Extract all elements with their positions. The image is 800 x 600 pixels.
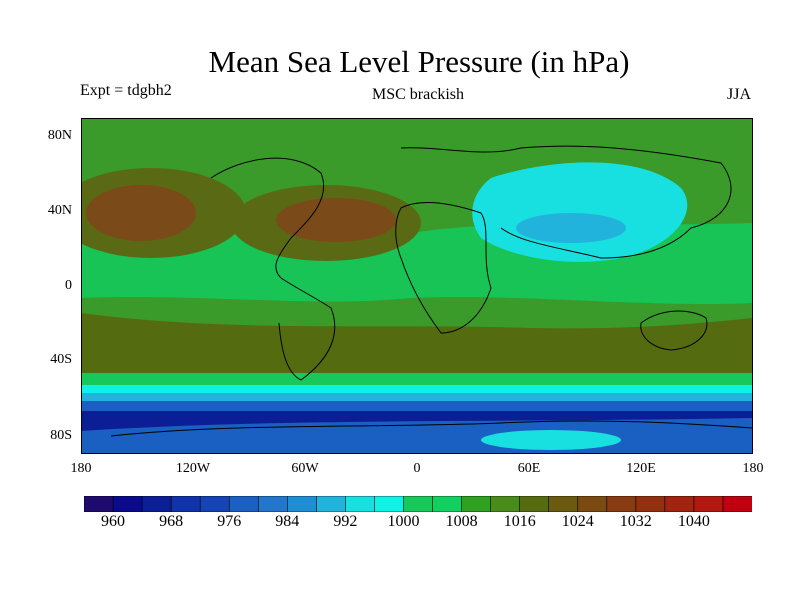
monsoon-low-core — [516, 213, 626, 243]
colorbar-swatch — [606, 496, 637, 512]
colorbar-label: 968 — [159, 513, 184, 530]
colorbar-label: 1000 — [387, 513, 420, 530]
colorbar-swatch — [432, 496, 463, 512]
arctic-band — [81, 118, 753, 169]
colorbar-swatch — [84, 496, 114, 512]
colorbar-swatch — [345, 496, 376, 512]
colorbar — [84, 496, 752, 512]
colorbar-label: 1032 — [619, 513, 652, 530]
season-label: JJA — [727, 86, 752, 103]
antarctic-high-patch — [481, 430, 621, 450]
x-label-120e: 120E — [626, 461, 656, 476]
colorbar-swatch — [228, 496, 259, 512]
colorbar-swatch — [577, 496, 608, 512]
colorbar-swatch — [257, 496, 288, 512]
colorbar-label: 960 — [101, 513, 125, 530]
colorbar-swatch — [664, 496, 695, 512]
map-frame — [81, 118, 753, 454]
colorbar-label: 1008 — [445, 513, 478, 530]
y-label-40s: 40S — [50, 352, 72, 367]
y-label-40n: 40N — [47, 203, 72, 218]
colorbar-label: 984 — [275, 513, 300, 530]
y-label-80s: 80S — [50, 428, 72, 443]
colorbar-swatch — [374, 496, 405, 512]
colorbar-swatch — [199, 496, 230, 512]
colorbar-swatch — [112, 496, 143, 512]
colorbar-swatch — [170, 496, 201, 512]
band-1000 — [81, 385, 753, 393]
colorbar-label: 1040 — [677, 513, 710, 530]
pressure-map — [81, 118, 753, 454]
colorbar-swatch — [316, 496, 346, 512]
colorbar-swatch — [287, 496, 317, 512]
chart-title: Mean Sea Level Pressure (in hPa) — [208, 44, 630, 79]
colorbar-swatch — [722, 496, 752, 512]
colorbar-swatch — [693, 496, 724, 512]
colorbar-label: 1016 — [503, 513, 536, 530]
colorbar-label: 976 — [217, 513, 242, 530]
x-label-120w: 120W — [175, 461, 211, 476]
experiment-label: Expt = tdgbh2 — [80, 82, 172, 99]
colorbar-swatch — [141, 496, 172, 512]
x-label-180e: 180 — [742, 461, 764, 476]
colorbar-swatch — [519, 496, 550, 512]
subtitle: MSC brackish — [372, 86, 464, 103]
colorbar-swatch — [461, 496, 492, 512]
colorbar-swatch — [490, 496, 521, 512]
y-label-80n: 80N — [47, 128, 72, 143]
asian-monsoon-low — [472, 162, 688, 262]
band-992 — [81, 393, 753, 401]
colorbar-swatch — [403, 496, 434, 512]
colorbar-swatch — [548, 496, 579, 512]
coastlines — [110, 145, 753, 437]
x-label-0: 0 — [413, 461, 421, 476]
azores-high-core — [276, 198, 396, 242]
x-label-180w: 180 — [70, 461, 92, 476]
x-label-60e: 60E — [517, 461, 541, 476]
band-984 — [81, 401, 753, 411]
y-label-equator: 0 — [65, 278, 72, 293]
north-pacific-high-core — [86, 185, 196, 241]
colorbar-label: 1024 — [561, 513, 594, 530]
x-label-60w: 60W — [291, 461, 319, 476]
colorbar-label: 992 — [333, 513, 358, 530]
colorbar-swatch — [635, 496, 666, 512]
band-1008 — [81, 373, 753, 385]
southern-subtropical-high — [81, 313, 753, 381]
